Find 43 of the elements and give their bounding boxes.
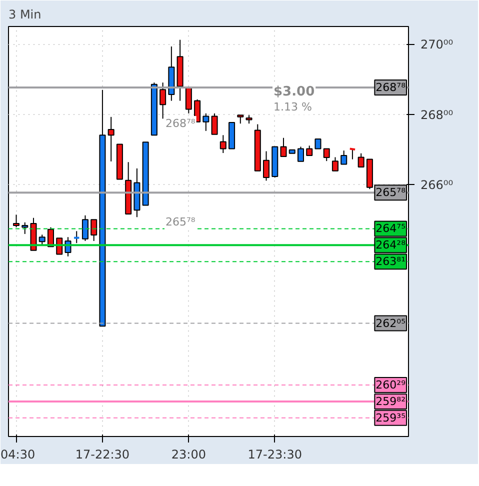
y-tick-label: 268⁰⁰ — [420, 108, 454, 122]
x-tick-label: 23:00 — [171, 448, 206, 462]
candlestick — [323, 148, 330, 162]
ref-line-label: 259⁸² — [376, 394, 406, 408]
ref-line-label: 265⁷⁸ — [376, 186, 406, 200]
candlestick — [22, 222, 28, 234]
candlestick — [90, 219, 98, 242]
candlestick — [280, 137, 287, 158]
candlestick — [38, 234, 46, 246]
candlestick — [332, 156, 338, 172]
annotation: 265⁷⁸ — [166, 215, 196, 228]
ref-line-label: 268⁷⁸ — [376, 80, 406, 94]
chart-title: 3 Min — [8, 8, 42, 22]
candlestick — [348, 148, 356, 160]
candlestick — [297, 146, 304, 162]
x-tick-label: 04:30 — [0, 448, 36, 462]
ref-line-label: 264⁷⁵ — [376, 222, 406, 236]
candlestick — [358, 152, 364, 168]
candlestick — [314, 138, 322, 150]
y-tick-label: 270⁰⁰ — [420, 38, 454, 52]
candlestick — [185, 86, 192, 114]
candlestick — [211, 112, 218, 135]
candlestick — [220, 134, 226, 154]
ref-line-label: 264²⁸ — [376, 238, 406, 252]
annotation: $3.00 — [274, 84, 315, 100]
candlestick — [13, 214, 20, 228]
candlestick — [340, 150, 348, 165]
candlestick — [108, 116, 114, 162]
candlestick — [263, 150, 270, 182]
ref-line-label: 262⁰⁵ — [376, 316, 406, 330]
y-tick-label: 266⁰⁰ — [420, 178, 454, 192]
x-tick-label: 17-23:30 — [248, 448, 302, 462]
annotation: 1.13 % — [274, 100, 312, 114]
ref-line-label: 263⁸¹ — [376, 255, 406, 268]
candlestick — [306, 145, 313, 156]
annotation: 268⁷⁸ — [166, 117, 196, 130]
candlestick — [73, 230, 80, 244]
candlestick — [160, 82, 166, 120]
candlestick — [202, 112, 210, 132]
ref-line-label: 259³⁵ — [376, 411, 406, 424]
ref-line-label: 260²⁹ — [376, 378, 406, 392]
x-tick-label: 17-22:30 — [75, 448, 130, 462]
candlestick — [82, 214, 88, 242]
